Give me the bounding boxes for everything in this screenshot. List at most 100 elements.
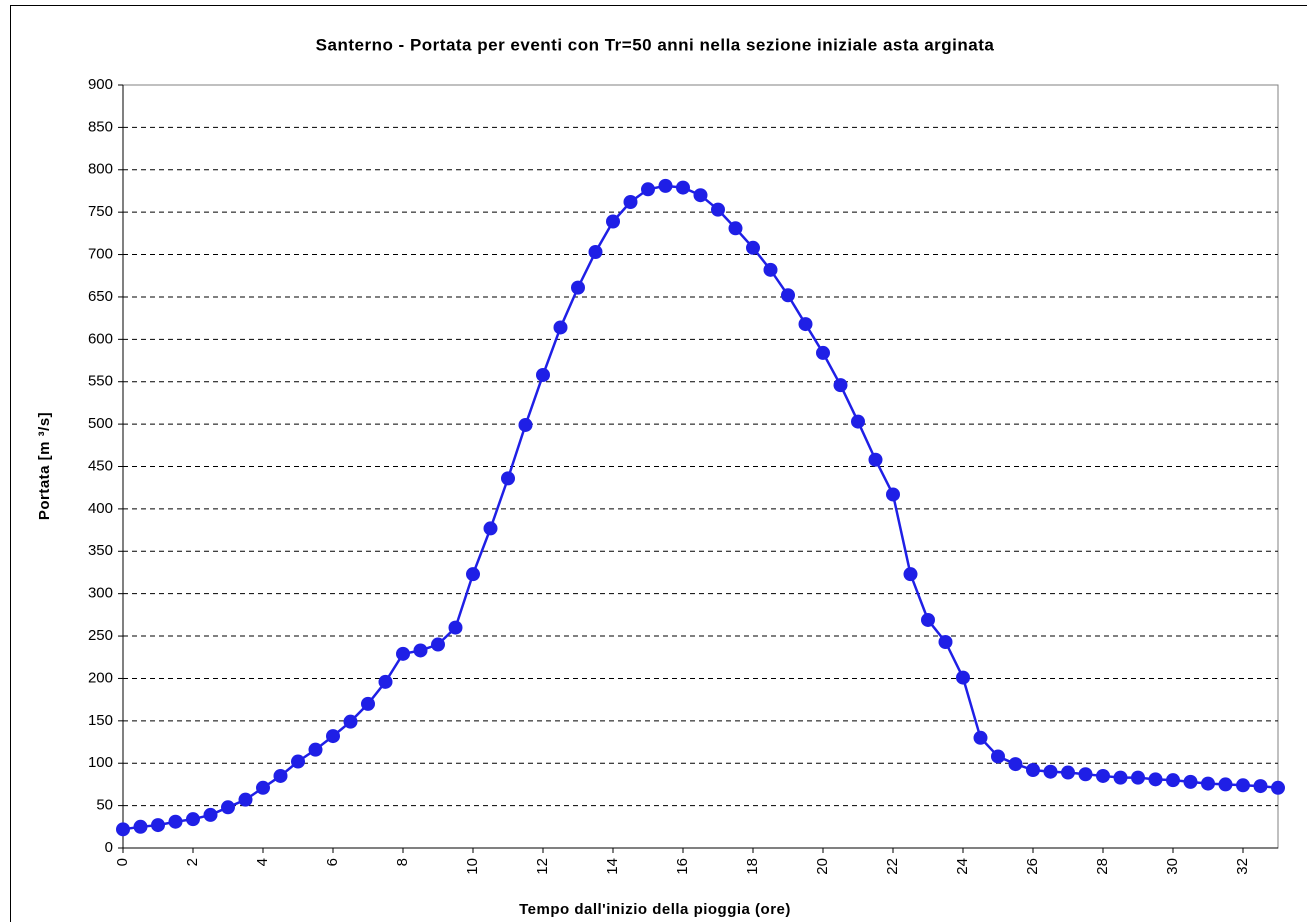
data-point — [711, 202, 725, 217]
chart-title: Santerno - Portata per eventi con Tr=50 … — [316, 35, 995, 54]
data-point — [238, 792, 253, 807]
y-tick-label: 400 — [88, 500, 113, 517]
y-tick-label: 550 — [88, 373, 113, 390]
x-tick-label: 20 — [814, 858, 831, 875]
data-point — [1078, 767, 1093, 782]
data-point — [501, 471, 515, 486]
x-tick-label: 30 — [1164, 858, 1181, 875]
data-point — [308, 742, 323, 757]
data-point — [151, 818, 165, 833]
data-point — [886, 487, 900, 502]
data-point — [343, 714, 358, 729]
x-tick-label: 4 — [254, 858, 271, 866]
data-point — [326, 729, 340, 744]
y-tick-label: 850 — [88, 118, 113, 135]
data-point — [413, 643, 428, 658]
data-point — [116, 822, 130, 837]
data-point — [291, 754, 305, 769]
data-point — [921, 612, 935, 627]
data-point — [1218, 777, 1233, 792]
x-tick-label: 10 — [464, 858, 481, 875]
data-point — [553, 320, 568, 335]
y-tick-label: 250 — [88, 627, 113, 644]
data-point — [1061, 765, 1075, 780]
data-point — [816, 345, 830, 360]
data-point — [361, 696, 375, 711]
data-point — [448, 620, 463, 635]
data-point — [693, 188, 708, 203]
data-point — [606, 214, 620, 229]
data-point — [1183, 774, 1198, 789]
x-tick-label: 2 — [184, 858, 201, 866]
data-point — [273, 768, 288, 783]
x-tick-label: 26 — [1024, 858, 1041, 875]
data-point — [623, 194, 638, 209]
data-point — [203, 807, 218, 822]
data-point — [378, 674, 393, 689]
data-point — [763, 262, 778, 277]
x-tick-label: 6 — [324, 858, 341, 866]
data-point — [641, 182, 655, 197]
data-point — [1236, 778, 1250, 793]
y-tick-label: 300 — [88, 585, 113, 602]
data-point — [938, 634, 953, 649]
y-tick-label: 700 — [88, 246, 113, 263]
data-point — [256, 780, 270, 795]
y-tick-label: 450 — [88, 457, 113, 474]
x-tick-label: 0 — [114, 858, 131, 866]
data-point — [903, 567, 918, 582]
data-point — [588, 245, 603, 260]
data-point — [396, 646, 410, 661]
x-axis-title: Tempo dall'inizio della pioggia (ore) — [519, 901, 791, 918]
data-point — [1201, 776, 1215, 791]
data-point — [658, 178, 673, 193]
data-point — [798, 317, 813, 332]
data-point — [1271, 780, 1285, 795]
data-point — [676, 180, 690, 195]
y-tick-label: 0 — [105, 839, 113, 856]
data-point — [1166, 773, 1180, 788]
x-tick-label: 32 — [1234, 858, 1251, 875]
data-point — [973, 730, 988, 745]
y-tick-label: 750 — [88, 203, 113, 220]
x-tick-label: 8 — [394, 858, 411, 866]
data-point — [466, 567, 480, 582]
y-tick-label: 200 — [88, 669, 113, 686]
data-point — [1008, 757, 1023, 772]
x-tick-label: 14 — [604, 858, 621, 875]
data-point — [518, 417, 533, 432]
x-tick-label: 18 — [744, 858, 761, 875]
data-point — [431, 637, 445, 652]
data-point — [1096, 768, 1110, 783]
y-tick-label: 50 — [96, 797, 113, 814]
y-tick-label: 100 — [88, 754, 113, 771]
y-tick-label: 150 — [88, 712, 113, 729]
data-point — [133, 819, 148, 834]
data-point — [868, 452, 883, 467]
x-tick-label: 24 — [954, 858, 971, 875]
y-axis-title: Portata [m ³/s] — [36, 412, 53, 520]
y-tick-label: 650 — [88, 288, 113, 305]
data-point — [221, 800, 235, 815]
data-point — [1113, 770, 1128, 785]
data-point — [746, 240, 760, 255]
data-point — [728, 221, 743, 236]
data-point — [991, 749, 1005, 764]
data-point — [1148, 772, 1163, 787]
data-point — [571, 280, 585, 295]
data-point — [186, 812, 200, 827]
data-point — [781, 288, 795, 303]
data-point — [956, 670, 970, 685]
x-tick-label: 22 — [884, 858, 901, 875]
data-point — [1043, 764, 1058, 779]
x-tick-label: 12 — [534, 858, 551, 875]
y-tick-label: 350 — [88, 542, 113, 559]
data-point — [536, 367, 550, 382]
data-point — [168, 814, 183, 829]
y-tick-label: 800 — [88, 161, 113, 178]
y-tick-label: 600 — [88, 330, 113, 347]
data-point — [833, 378, 848, 393]
data-point — [851, 414, 865, 429]
data-point — [483, 521, 498, 536]
